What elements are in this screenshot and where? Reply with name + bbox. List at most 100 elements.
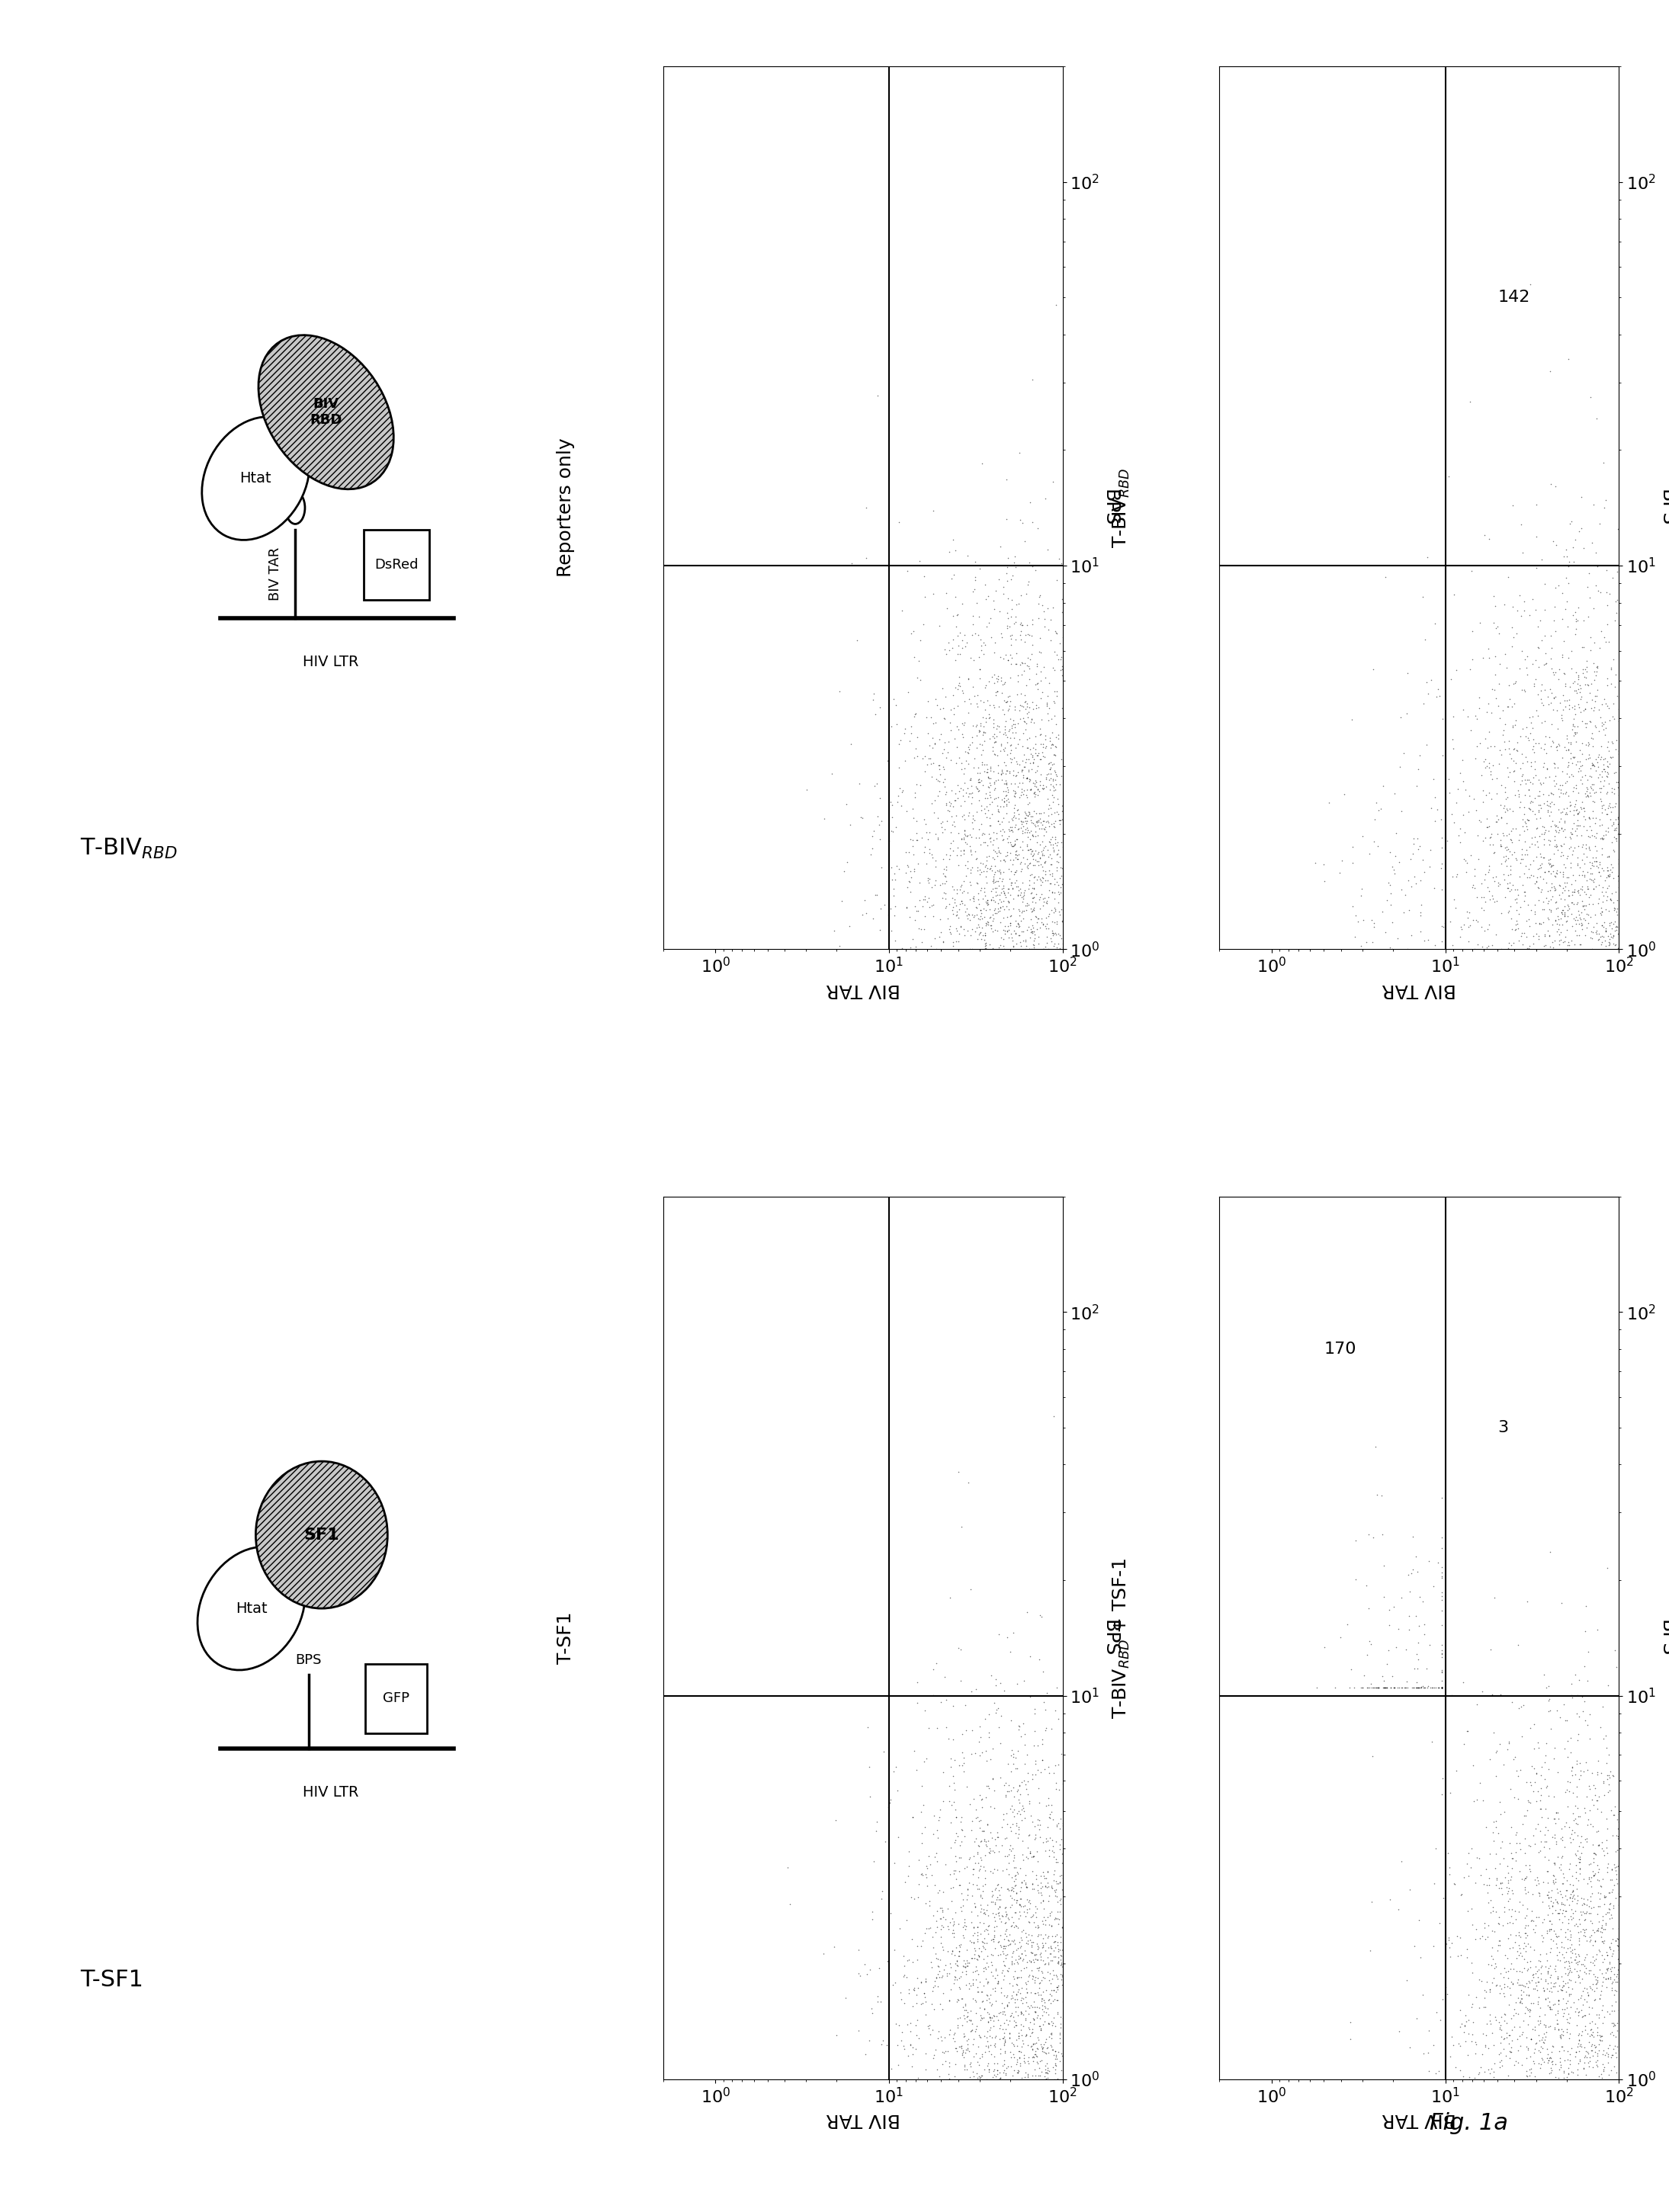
Point	[956, 2079, 983, 2115]
Point	[1010, 1790, 1036, 1825]
Point	[1567, 1913, 1594, 1949]
Point	[1614, 794, 1641, 830]
Point	[1571, 2039, 1597, 2075]
Point	[980, 719, 1006, 754]
Point	[1048, 794, 1075, 830]
Point	[980, 706, 1006, 741]
Point	[910, 1922, 936, 1958]
Point	[1056, 1690, 1083, 1725]
Point	[965, 1920, 991, 1955]
Point	[1537, 940, 1564, 975]
X-axis label: BIV TAR: BIV TAR	[826, 2110, 900, 2128]
Point	[1614, 1947, 1641, 1982]
Point	[936, 712, 963, 748]
Point	[951, 2079, 978, 2115]
Point	[1614, 949, 1641, 984]
Point	[1038, 949, 1065, 984]
Point	[1020, 2000, 1046, 2035]
Point	[966, 1893, 993, 1929]
Point	[1614, 1942, 1641, 1978]
Point	[1389, 949, 1415, 984]
Point	[965, 1860, 991, 1896]
Point	[1053, 949, 1080, 984]
Point	[996, 1916, 1023, 1951]
Point	[1056, 942, 1083, 978]
Point	[876, 1785, 903, 1820]
Point	[1055, 2079, 1082, 2115]
Point	[1614, 2059, 1641, 2095]
Point	[906, 2079, 933, 2115]
Point	[1469, 2079, 1495, 2115]
Point	[1614, 1856, 1641, 1891]
Point	[1056, 949, 1083, 984]
Point	[1494, 2015, 1520, 2051]
Point	[970, 1951, 996, 1986]
Point	[1016, 832, 1043, 867]
Point	[1537, 2079, 1564, 2115]
Point	[1056, 922, 1083, 958]
Point	[1015, 949, 1041, 984]
Point	[970, 949, 996, 984]
Point	[1594, 854, 1621, 889]
Point	[1041, 810, 1068, 845]
Point	[1041, 2079, 1068, 2115]
Point	[1495, 1725, 1522, 1761]
Point	[1574, 896, 1601, 931]
Point	[1043, 949, 1070, 984]
Point	[1614, 2079, 1641, 2115]
Point	[1056, 577, 1083, 613]
Point	[1561, 1878, 1587, 1913]
Point	[1040, 1942, 1066, 1978]
Point	[1602, 790, 1629, 825]
Point	[985, 1617, 1011, 1652]
Point	[1584, 1792, 1611, 1827]
Point	[1502, 776, 1529, 812]
Point	[1013, 949, 1040, 984]
Point	[1008, 1997, 1035, 2033]
Point	[1611, 1858, 1637, 1893]
Point	[1572, 902, 1599, 938]
Point	[940, 1721, 966, 1756]
Point	[1614, 894, 1641, 929]
Point	[1056, 1989, 1083, 2024]
Point	[1607, 2079, 1634, 2115]
Point	[1614, 719, 1641, 754]
Point	[1614, 1933, 1641, 1969]
Point	[1614, 1960, 1641, 1995]
Point	[1056, 2051, 1083, 2086]
Point	[1514, 949, 1540, 984]
Point	[1040, 2079, 1066, 2115]
Point	[925, 2013, 951, 2048]
Point	[1011, 624, 1038, 659]
Point	[900, 827, 926, 863]
Point	[1606, 929, 1632, 964]
Point	[1056, 852, 1083, 887]
Point	[1572, 757, 1599, 792]
Point	[1435, 1856, 1462, 1891]
Point	[1056, 787, 1083, 823]
Point	[1597, 949, 1624, 984]
Point	[1614, 841, 1641, 876]
Point	[1502, 745, 1529, 781]
Point	[1579, 714, 1606, 750]
Point	[1500, 730, 1527, 765]
Point	[1056, 938, 1083, 973]
Point	[1614, 2079, 1641, 2115]
Point	[1056, 1763, 1083, 1798]
Point	[1577, 1845, 1604, 1880]
Point	[905, 659, 931, 695]
Point	[1056, 931, 1083, 967]
Point	[1534, 2037, 1561, 2073]
Point	[936, 949, 963, 984]
Point	[1614, 1905, 1641, 1940]
Point	[1030, 772, 1056, 807]
Point	[968, 1973, 995, 2008]
Point	[1050, 790, 1077, 825]
Point	[1000, 801, 1026, 836]
Point	[1614, 949, 1641, 984]
Point	[1056, 858, 1083, 894]
Point	[1586, 1851, 1612, 1887]
Point	[1562, 617, 1589, 653]
Point	[1614, 2079, 1641, 2115]
Point	[1614, 737, 1641, 772]
